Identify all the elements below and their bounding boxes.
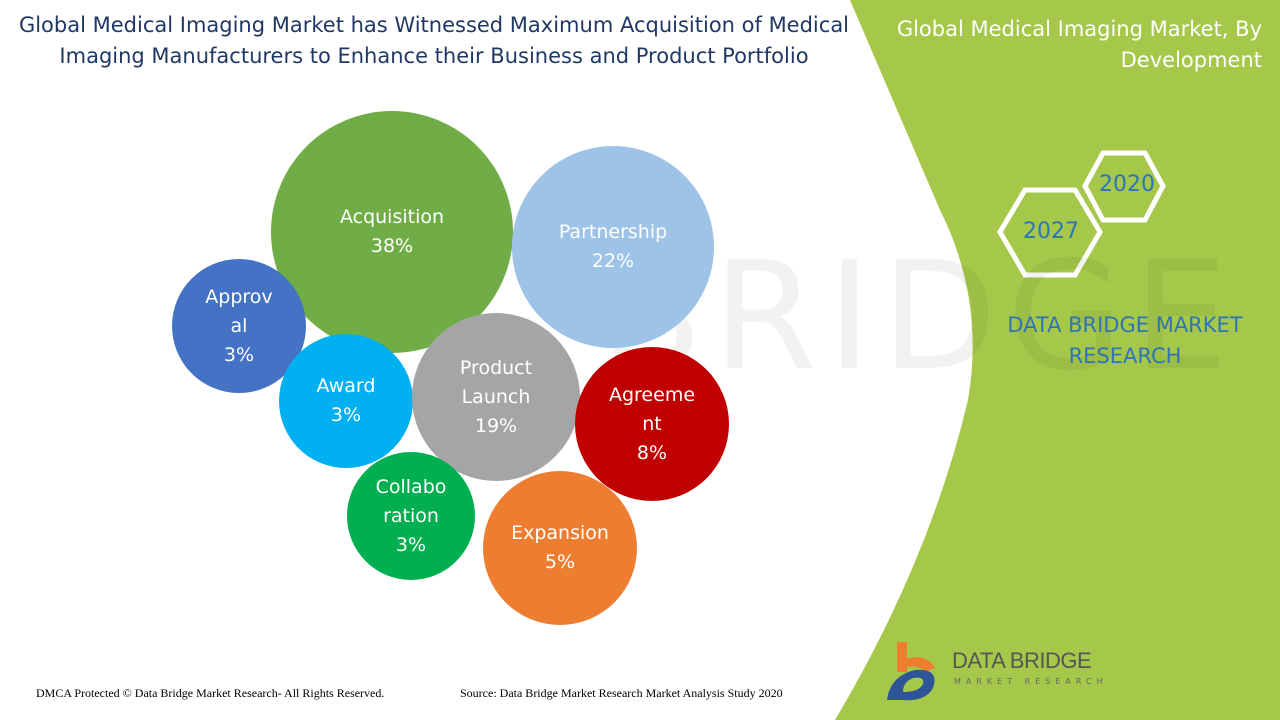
bubble-expansion: Expansion 5% — [483, 471, 637, 625]
bubble-label: Approval — [205, 285, 273, 337]
bubble-acquisition: Acquisition 38% — [271, 111, 513, 353]
bubble-label: Expansion — [511, 522, 609, 544]
bubble-partnership: Partnership 22% — [512, 146, 714, 348]
bubble-product-launch: Product Launch 19% — [412, 313, 580, 481]
logo-subtext: MARKET RESEARCH — [954, 677, 1108, 686]
bubble-text: Product Launch 19% — [446, 354, 546, 441]
logo-text: DATA BRIDGE — [952, 648, 1092, 673]
year-start: 2020 — [1099, 172, 1155, 197]
bubble-approval: Approval 3% — [172, 259, 306, 393]
bubble-text: Award 3% — [301, 372, 391, 430]
source: Source: Data Bridge Market Research Mark… — [460, 686, 783, 700]
bubble-value: 8% — [636, 441, 668, 464]
bubble-value: 5% — [544, 551, 576, 573]
hexagon-2027 — [997, 187, 1103, 278]
bubble-award: Award 3% — [279, 334, 413, 468]
bubble-value: 38% — [370, 235, 414, 257]
bubble-collaboration: Collaboration 3% — [347, 452, 475, 580]
bubble-text: Agreement 8% — [604, 381, 700, 468]
bubble-label: Award — [316, 375, 376, 397]
bubble-text: Acquisition 38% — [312, 203, 472, 261]
bubble-agreement: Agreement 8% — [575, 347, 729, 501]
bubble-value: 3% — [395, 533, 427, 556]
bubble-text: Partnership 22% — [543, 218, 683, 276]
bubble-label: Product Launch — [459, 356, 533, 408]
bubble-value: 3% — [223, 343, 255, 366]
bubble-label: Acquisition — [339, 206, 445, 228]
bubble-value: 22% — [591, 250, 635, 272]
bubble-text: Collaboration 3% — [375, 473, 447, 560]
side-title: Global Medical Imaging Market, By Develo… — [896, 17, 1262, 72]
bubble-label: Agreement — [608, 383, 696, 435]
year-end: 2027 — [1023, 219, 1079, 244]
bubble-value: 3% — [330, 404, 362, 426]
bubble-value: 19% — [474, 414, 518, 437]
brand-name: DATA BRIDGE MARKET RESEARCH — [1007, 313, 1243, 368]
bubble-text: Expansion 5% — [511, 519, 609, 577]
bubble-label: Partnership — [558, 221, 668, 243]
bubble-text: Approval 3% — [201, 283, 277, 370]
logo-icon — [887, 642, 935, 701]
bubble-label: Collaboration — [375, 475, 447, 527]
page-title: Global Medical Imaging Market has Witnes… — [18, 13, 850, 68]
hexagon-2020 — [1082, 150, 1166, 223]
copyright: DMCA Protected © Data Bridge Market Rese… — [36, 686, 385, 700]
green-side-panel — [835, 0, 1280, 720]
